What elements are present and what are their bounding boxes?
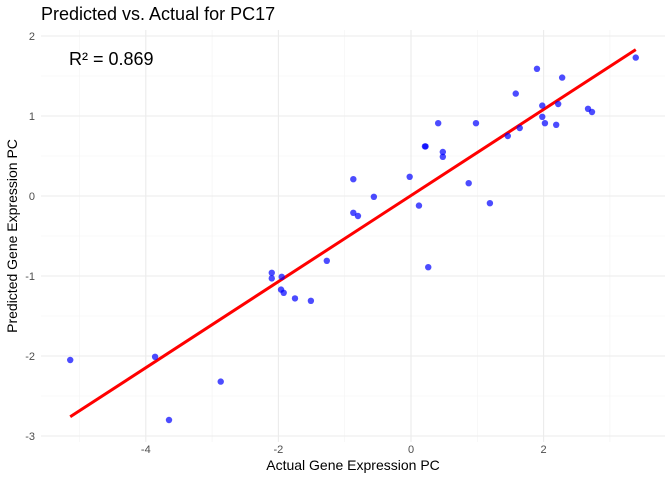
- y-axis-ticks: -3 -2 -1 0 1 2: [25, 31, 35, 443]
- data-point: [486, 200, 494, 207]
- data-point: [539, 102, 546, 109]
- data-point: [439, 153, 447, 160]
- data-point: [512, 90, 519, 97]
- data-point: [472, 120, 480, 127]
- x-tick-label: -2: [274, 444, 284, 456]
- data-point: [307, 297, 315, 304]
- data-point: [350, 176, 357, 183]
- data-point: [350, 209, 357, 216]
- data-point: [504, 132, 511, 140]
- r-squared-annotation: R² = 0.869: [69, 49, 154, 69]
- x-axis-ticks: -4 -2 0 2: [141, 444, 547, 456]
- grid: [41, 30, 665, 442]
- data-point: [541, 120, 549, 127]
- x-axis-label: Actual Gene Expression PC: [266, 457, 440, 473]
- data-point: [291, 295, 299, 302]
- y-tick-label: -1: [25, 271, 35, 283]
- data-point: [465, 180, 472, 187]
- chart-title: Predicted vs. Actual for PC17: [41, 4, 275, 24]
- data-point: [552, 121, 560, 128]
- x-tick-label: 0: [408, 444, 414, 456]
- data-point: [632, 54, 639, 61]
- data-point: [554, 100, 562, 108]
- data-point: [533, 65, 541, 73]
- data-point: [422, 143, 429, 150]
- fit-line-layer: [69, 48, 637, 419]
- data-point: [217, 378, 224, 385]
- y-tick-label: -2: [25, 351, 35, 363]
- data-point: [425, 264, 432, 271]
- data-point: [268, 275, 275, 282]
- x-tick-label: -4: [141, 444, 151, 456]
- data-point: [323, 257, 330, 264]
- data-point: [439, 148, 447, 156]
- data-point: [539, 113, 546, 121]
- data-point: [588, 108, 596, 116]
- data-point: [151, 353, 159, 360]
- data-point: [268, 269, 275, 276]
- data-point: [354, 212, 362, 220]
- data-point: [280, 289, 287, 296]
- y-tick-label: 1: [29, 111, 35, 123]
- y-tick-label: -3: [25, 431, 35, 443]
- data-point: [370, 193, 378, 200]
- points-layer: [67, 54, 639, 424]
- data-point: [406, 173, 413, 180]
- y-tick-label: 0: [29, 191, 35, 203]
- regression-line: [69, 48, 637, 419]
- x-tick-label: 2: [541, 444, 547, 456]
- y-tick-label: 2: [29, 31, 35, 43]
- data-point: [415, 202, 423, 209]
- data-point: [278, 273, 285, 280]
- data-point: [434, 120, 442, 127]
- data-point: [67, 356, 74, 364]
- data-point: [558, 74, 566, 81]
- data-point: [165, 416, 173, 424]
- y-axis-label: Predicted Gene Expression PC: [4, 139, 20, 333]
- data-point: [516, 124, 523, 132]
